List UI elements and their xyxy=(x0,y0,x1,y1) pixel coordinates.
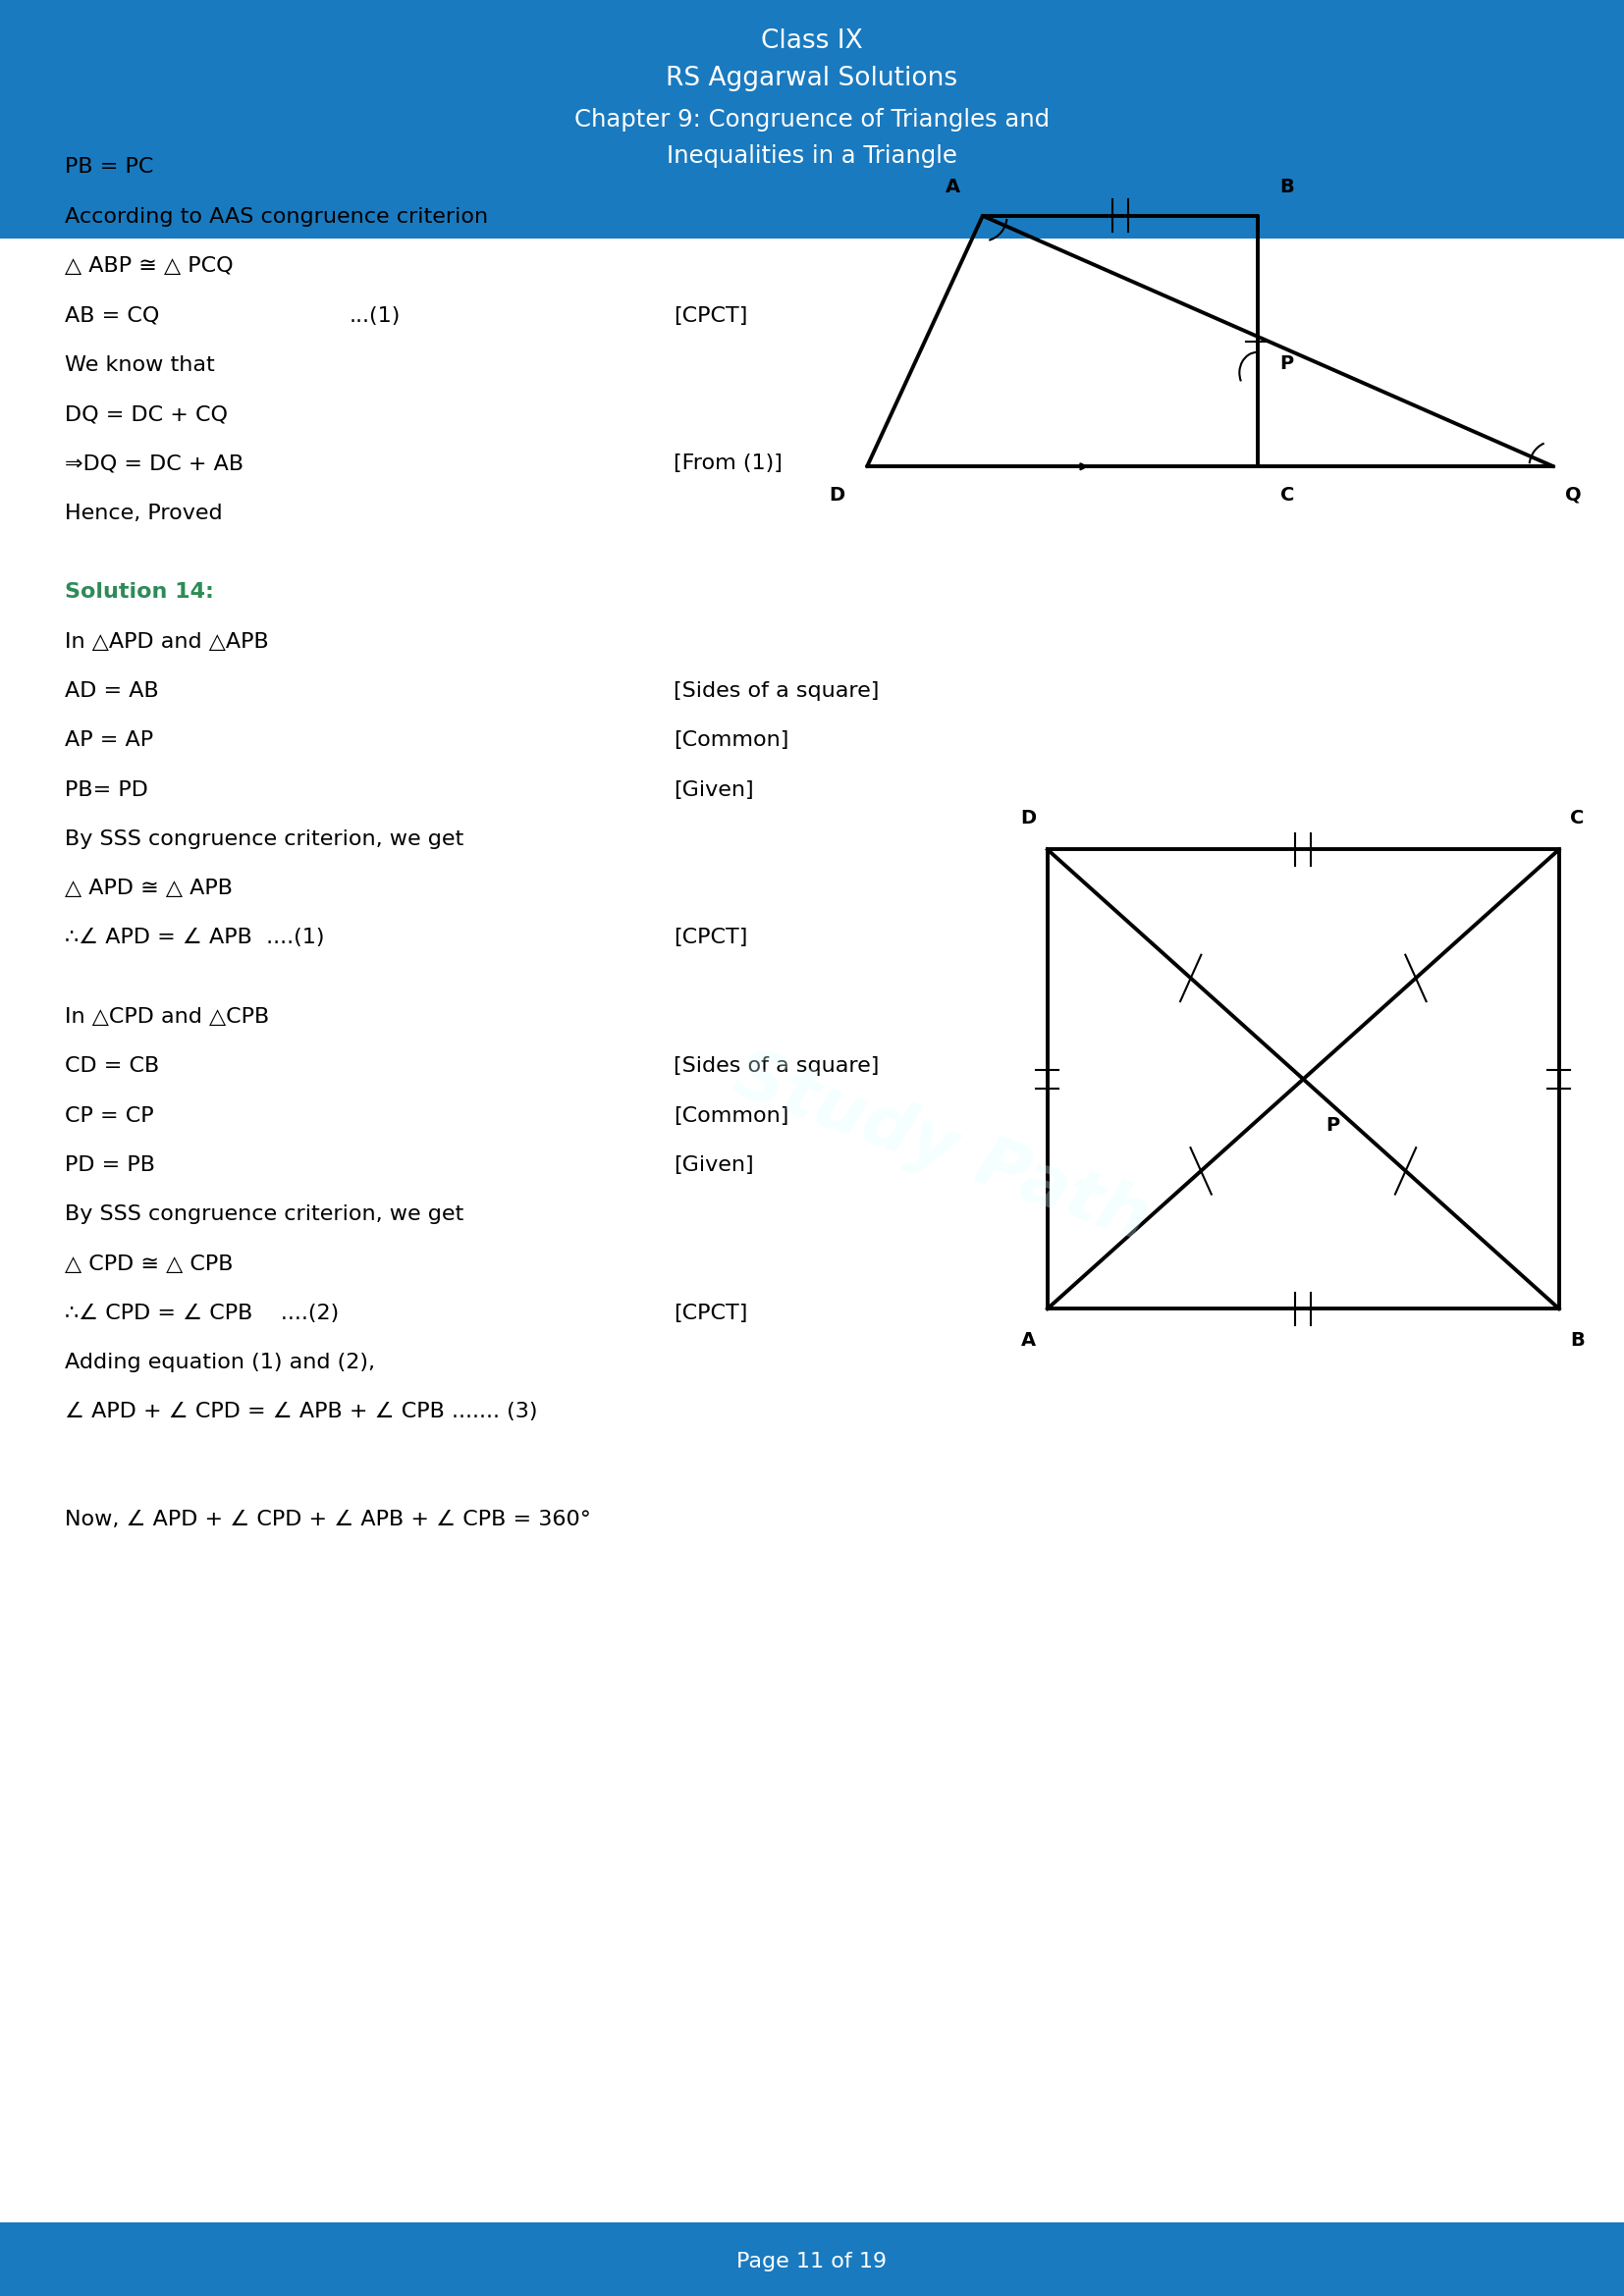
Text: [Common]: [Common] xyxy=(674,1107,789,1125)
Text: Hence, Proved: Hence, Proved xyxy=(65,503,222,523)
Text: B: B xyxy=(1570,1332,1585,1350)
FancyBboxPatch shape xyxy=(0,0,1624,239)
Text: ∴∠ APD = ∠ APB  ....(1): ∴∠ APD = ∠ APB ....(1) xyxy=(65,928,325,948)
Text: PB= PD: PB= PD xyxy=(65,781,148,799)
Text: [CPCT]: [CPCT] xyxy=(674,305,749,326)
Text: △ APD ≅ △ APB: △ APD ≅ △ APB xyxy=(65,879,232,898)
Text: Now, ∠ APD + ∠ CPD + ∠ APB + ∠ CPB = 360°: Now, ∠ APD + ∠ CPD + ∠ APB + ∠ CPB = 360… xyxy=(65,1511,591,1529)
Text: CD = CB: CD = CB xyxy=(65,1056,159,1077)
Text: By SSS congruence criterion, we get: By SSS congruence criterion, we get xyxy=(65,1205,464,1224)
Text: [Given]: [Given] xyxy=(674,1155,754,1176)
Text: C: C xyxy=(1280,487,1294,505)
Text: PD = PB: PD = PB xyxy=(65,1155,156,1176)
Text: CP = CP: CP = CP xyxy=(65,1107,154,1125)
Text: ⇒DQ = DC + AB: ⇒DQ = DC + AB xyxy=(65,455,244,473)
Text: △ CPD ≅ △ CPB: △ CPD ≅ △ CPB xyxy=(65,1254,234,1274)
Text: AD = AB: AD = AB xyxy=(65,682,159,700)
Text: Study Path: Study Path xyxy=(724,1042,1160,1254)
Text: AP = AP: AP = AP xyxy=(65,730,153,751)
Text: By SSS congruence criterion, we get: By SSS congruence criterion, we get xyxy=(65,829,464,850)
Text: [From (1)]: [From (1)] xyxy=(674,455,783,473)
Text: Q: Q xyxy=(1566,487,1582,505)
Text: D: D xyxy=(1020,808,1036,827)
Text: DQ = DC + CQ: DQ = DC + CQ xyxy=(65,404,227,425)
Text: [Given]: [Given] xyxy=(674,781,754,799)
Text: B: B xyxy=(1280,177,1294,197)
Text: P: P xyxy=(1325,1116,1340,1134)
Text: In △APD and △APB: In △APD and △APB xyxy=(65,631,270,652)
Text: In △CPD and △CPB: In △CPD and △CPB xyxy=(65,1008,270,1026)
Text: ∠ APD + ∠ CPD = ∠ APB + ∠ CPB ....... (3): ∠ APD + ∠ CPD = ∠ APB + ∠ CPB ....... (3… xyxy=(65,1403,538,1421)
Text: Class IX: Class IX xyxy=(762,28,862,55)
Text: RS Aggarwal Solutions: RS Aggarwal Solutions xyxy=(666,64,958,92)
Text: ...(1): ...(1) xyxy=(349,305,401,326)
Text: [CPCT]: [CPCT] xyxy=(674,928,749,948)
Text: We know that: We know that xyxy=(65,356,214,374)
Text: According to AAS congruence criterion: According to AAS congruence criterion xyxy=(65,207,489,227)
Text: P: P xyxy=(1280,354,1294,372)
FancyBboxPatch shape xyxy=(0,2223,1624,2296)
Text: Adding equation (1) and (2),: Adding equation (1) and (2), xyxy=(65,1352,375,1373)
Text: ∴∠ CPD = ∠ CPB    ....(2): ∴∠ CPD = ∠ CPB ....(2) xyxy=(65,1304,339,1322)
Text: C: C xyxy=(1570,808,1585,827)
Text: [Sides of a square]: [Sides of a square] xyxy=(674,1056,880,1077)
Text: [CPCT]: [CPCT] xyxy=(674,1304,749,1322)
Text: PB = PC: PB = PC xyxy=(65,156,154,177)
Text: A: A xyxy=(1021,1332,1036,1350)
Text: D: D xyxy=(828,487,844,505)
Text: [Sides of a square]: [Sides of a square] xyxy=(674,682,880,700)
Text: Inequalities in a Triangle: Inequalities in a Triangle xyxy=(667,145,957,168)
Text: Page 11 of 19: Page 11 of 19 xyxy=(737,2252,887,2271)
Text: AB = CQ: AB = CQ xyxy=(65,305,159,326)
Text: Chapter 9: Congruence of Triangles and: Chapter 9: Congruence of Triangles and xyxy=(575,108,1049,131)
Text: A: A xyxy=(945,177,960,197)
Text: [Common]: [Common] xyxy=(674,730,789,751)
Text: Solution 14:: Solution 14: xyxy=(65,583,214,602)
Text: △ ABP ≅ △ PCQ: △ ABP ≅ △ PCQ xyxy=(65,257,234,276)
